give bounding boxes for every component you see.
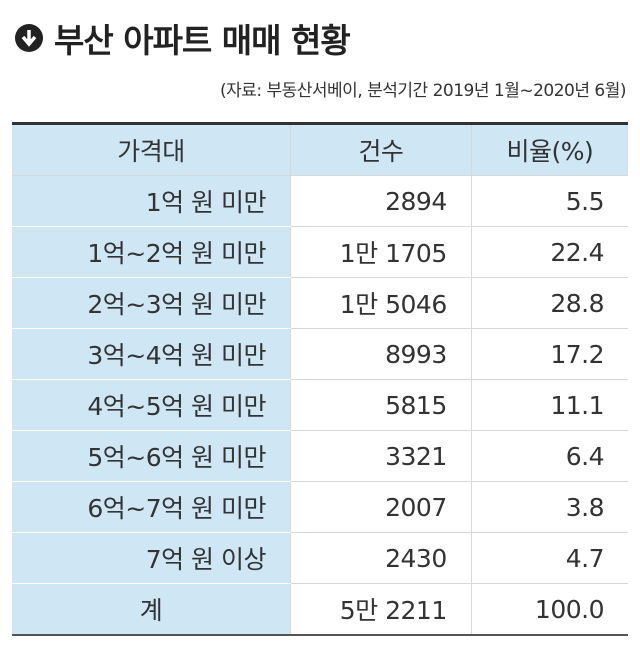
table-cell: 1억 원 미만	[12, 175, 291, 227]
table-row: 7억 원 이상 2430 4.7	[12, 532, 628, 584]
table-cell: 6억~7억 원 미만	[12, 481, 291, 533]
table-cell: 5.5	[470, 175, 628, 227]
table-row: 계 5만 2211 100.0	[12, 583, 628, 636]
table-cell: 2007	[290, 481, 472, 533]
table-cell: 5만 2211	[290, 583, 472, 636]
column-header: 건수	[290, 123, 472, 176]
table-cell: 1억~2억 원 미만	[12, 226, 291, 278]
table-cell: 계	[12, 583, 291, 636]
table-cell: 3억~4억 원 미만	[12, 328, 291, 380]
table-row: 4억~5억 원 미만 5815 11.1	[12, 379, 628, 431]
table-row: 1억~2억 원 미만 1만 1705 22.4	[12, 226, 628, 278]
table-row: 2억~3억 원 미만 1만 5046 28.8	[12, 277, 628, 329]
title: 부산 아파트 매매 현황	[54, 21, 351, 60]
header-row: 가격대 건수 비율(%)	[12, 123, 628, 176]
table-cell: 6.4	[470, 430, 628, 482]
table-cell: 28.8	[470, 277, 628, 329]
title-block: 부산 아파트 매매 현황	[14, 14, 351, 62]
table-cell: 2894	[290, 175, 472, 227]
table-cell: 7억 원 이상	[12, 532, 291, 584]
table: 가격대 건수 비율(%) 1억 원 미만 2894 5.5 1억~2억 원 미만 1만 170…	[12, 122, 628, 636]
table-cell: 5억~6억 원 미만	[12, 430, 291, 482]
column-header: 가격대	[12, 123, 291, 176]
table-cell: 4.7	[470, 532, 628, 584]
table-cell: 5815	[290, 379, 472, 431]
table-cell: 4억~5억 원 미만	[12, 379, 291, 431]
table-cell: 2억~3억 원 미만	[12, 277, 291, 329]
table-row: 3억~4억 원 미만 8993 17.2	[12, 328, 628, 380]
table-row: 1억 원 미만 2894 5.5	[12, 175, 628, 227]
table-row: 6억~7억 원 미만 2007 3.8	[12, 481, 628, 533]
column-header: 비율(%)	[470, 123, 628, 176]
table-cell: 3.8	[470, 481, 628, 533]
table-row: 5억~6억 원 미만 3321 6.4	[12, 430, 628, 482]
down-icon	[15, 24, 43, 52]
table-cell: 1만 5046	[290, 277, 472, 329]
table-cell: 2430	[290, 532, 472, 584]
table-cell: 17.2	[470, 328, 628, 380]
source: (자료: 부동산서베이, 분석기간 2019년 1월~2020년 6월)	[219, 81, 627, 101]
table-cell: 1만 1705	[290, 226, 472, 278]
table-cell: 22.4	[470, 226, 628, 278]
table-cell: 11.1	[470, 379, 628, 431]
table-cell: 8993	[290, 328, 472, 380]
table-cell: 100.0	[470, 583, 628, 636]
table-cell: 3321	[290, 430, 472, 482]
